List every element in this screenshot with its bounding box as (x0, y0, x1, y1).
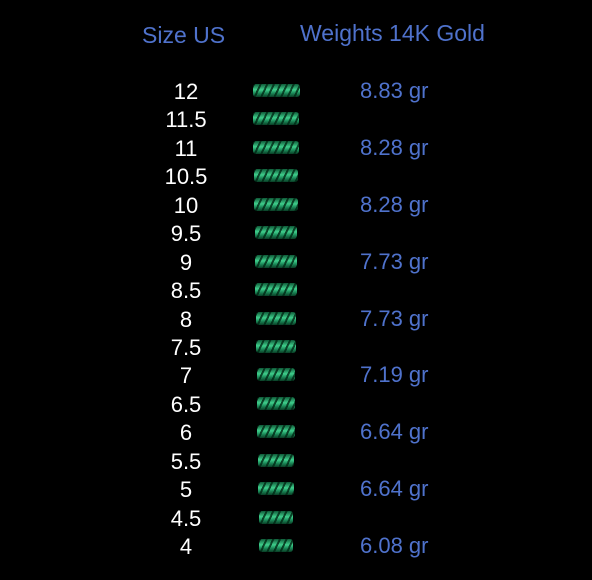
size-label: 7 (179, 363, 193, 389)
size-label: 4 (179, 534, 193, 559)
weight-label: 8.28 gr (360, 191, 429, 217)
weight-label: 8.83 gr (360, 78, 429, 103)
ring-icon (254, 226, 298, 240)
size-header: Size US (142, 22, 226, 48)
size-label: 6.5 (170, 391, 202, 417)
weight-label: 6.64 gr (360, 476, 429, 502)
ring-icon (252, 84, 300, 97)
size-label: 8 (179, 306, 193, 332)
ring-icon (254, 197, 298, 211)
size-label: 5 (179, 477, 193, 503)
ring-icon (258, 482, 294, 496)
ring-icon (256, 368, 296, 382)
ring-icon (256, 396, 296, 410)
size-label: 7.5 (170, 334, 202, 360)
ring-icon (255, 283, 297, 297)
size-label: 4.5 (170, 505, 202, 531)
ring-icon (255, 311, 297, 325)
size-label: 10 (173, 192, 199, 218)
size-label: 9.5 (170, 221, 202, 247)
weight-label: 6.64 gr (360, 419, 429, 445)
ring-icon (259, 539, 293, 552)
ring-icon (256, 339, 296, 353)
size-label: 8.5 (170, 278, 202, 304)
size-label: 5.5 (170, 448, 202, 474)
weight-label: 7.73 gr (360, 305, 429, 331)
ring-icon (258, 510, 294, 524)
ring-icon (257, 453, 295, 467)
size-label: 6 (179, 420, 193, 446)
ring-icon (253, 140, 299, 154)
size-label: 11.5 (165, 107, 207, 133)
size-label: 12 (173, 79, 199, 104)
ring-icon (257, 425, 295, 439)
weight-label: 7.19 gr (360, 362, 429, 388)
ring-icon (253, 169, 299, 183)
weight-label: 6.08 gr (360, 533, 429, 558)
size-label: 9 (179, 249, 193, 275)
weight-header: Weights 14K Gold (300, 20, 485, 46)
weight-label: 8.28 gr (360, 134, 429, 160)
ring-icon (252, 112, 300, 126)
size-label: 11 (174, 135, 198, 161)
size-label: 10.5 (164, 164, 208, 190)
ring-icon (254, 254, 298, 268)
weight-label: 7.73 gr (360, 248, 429, 274)
